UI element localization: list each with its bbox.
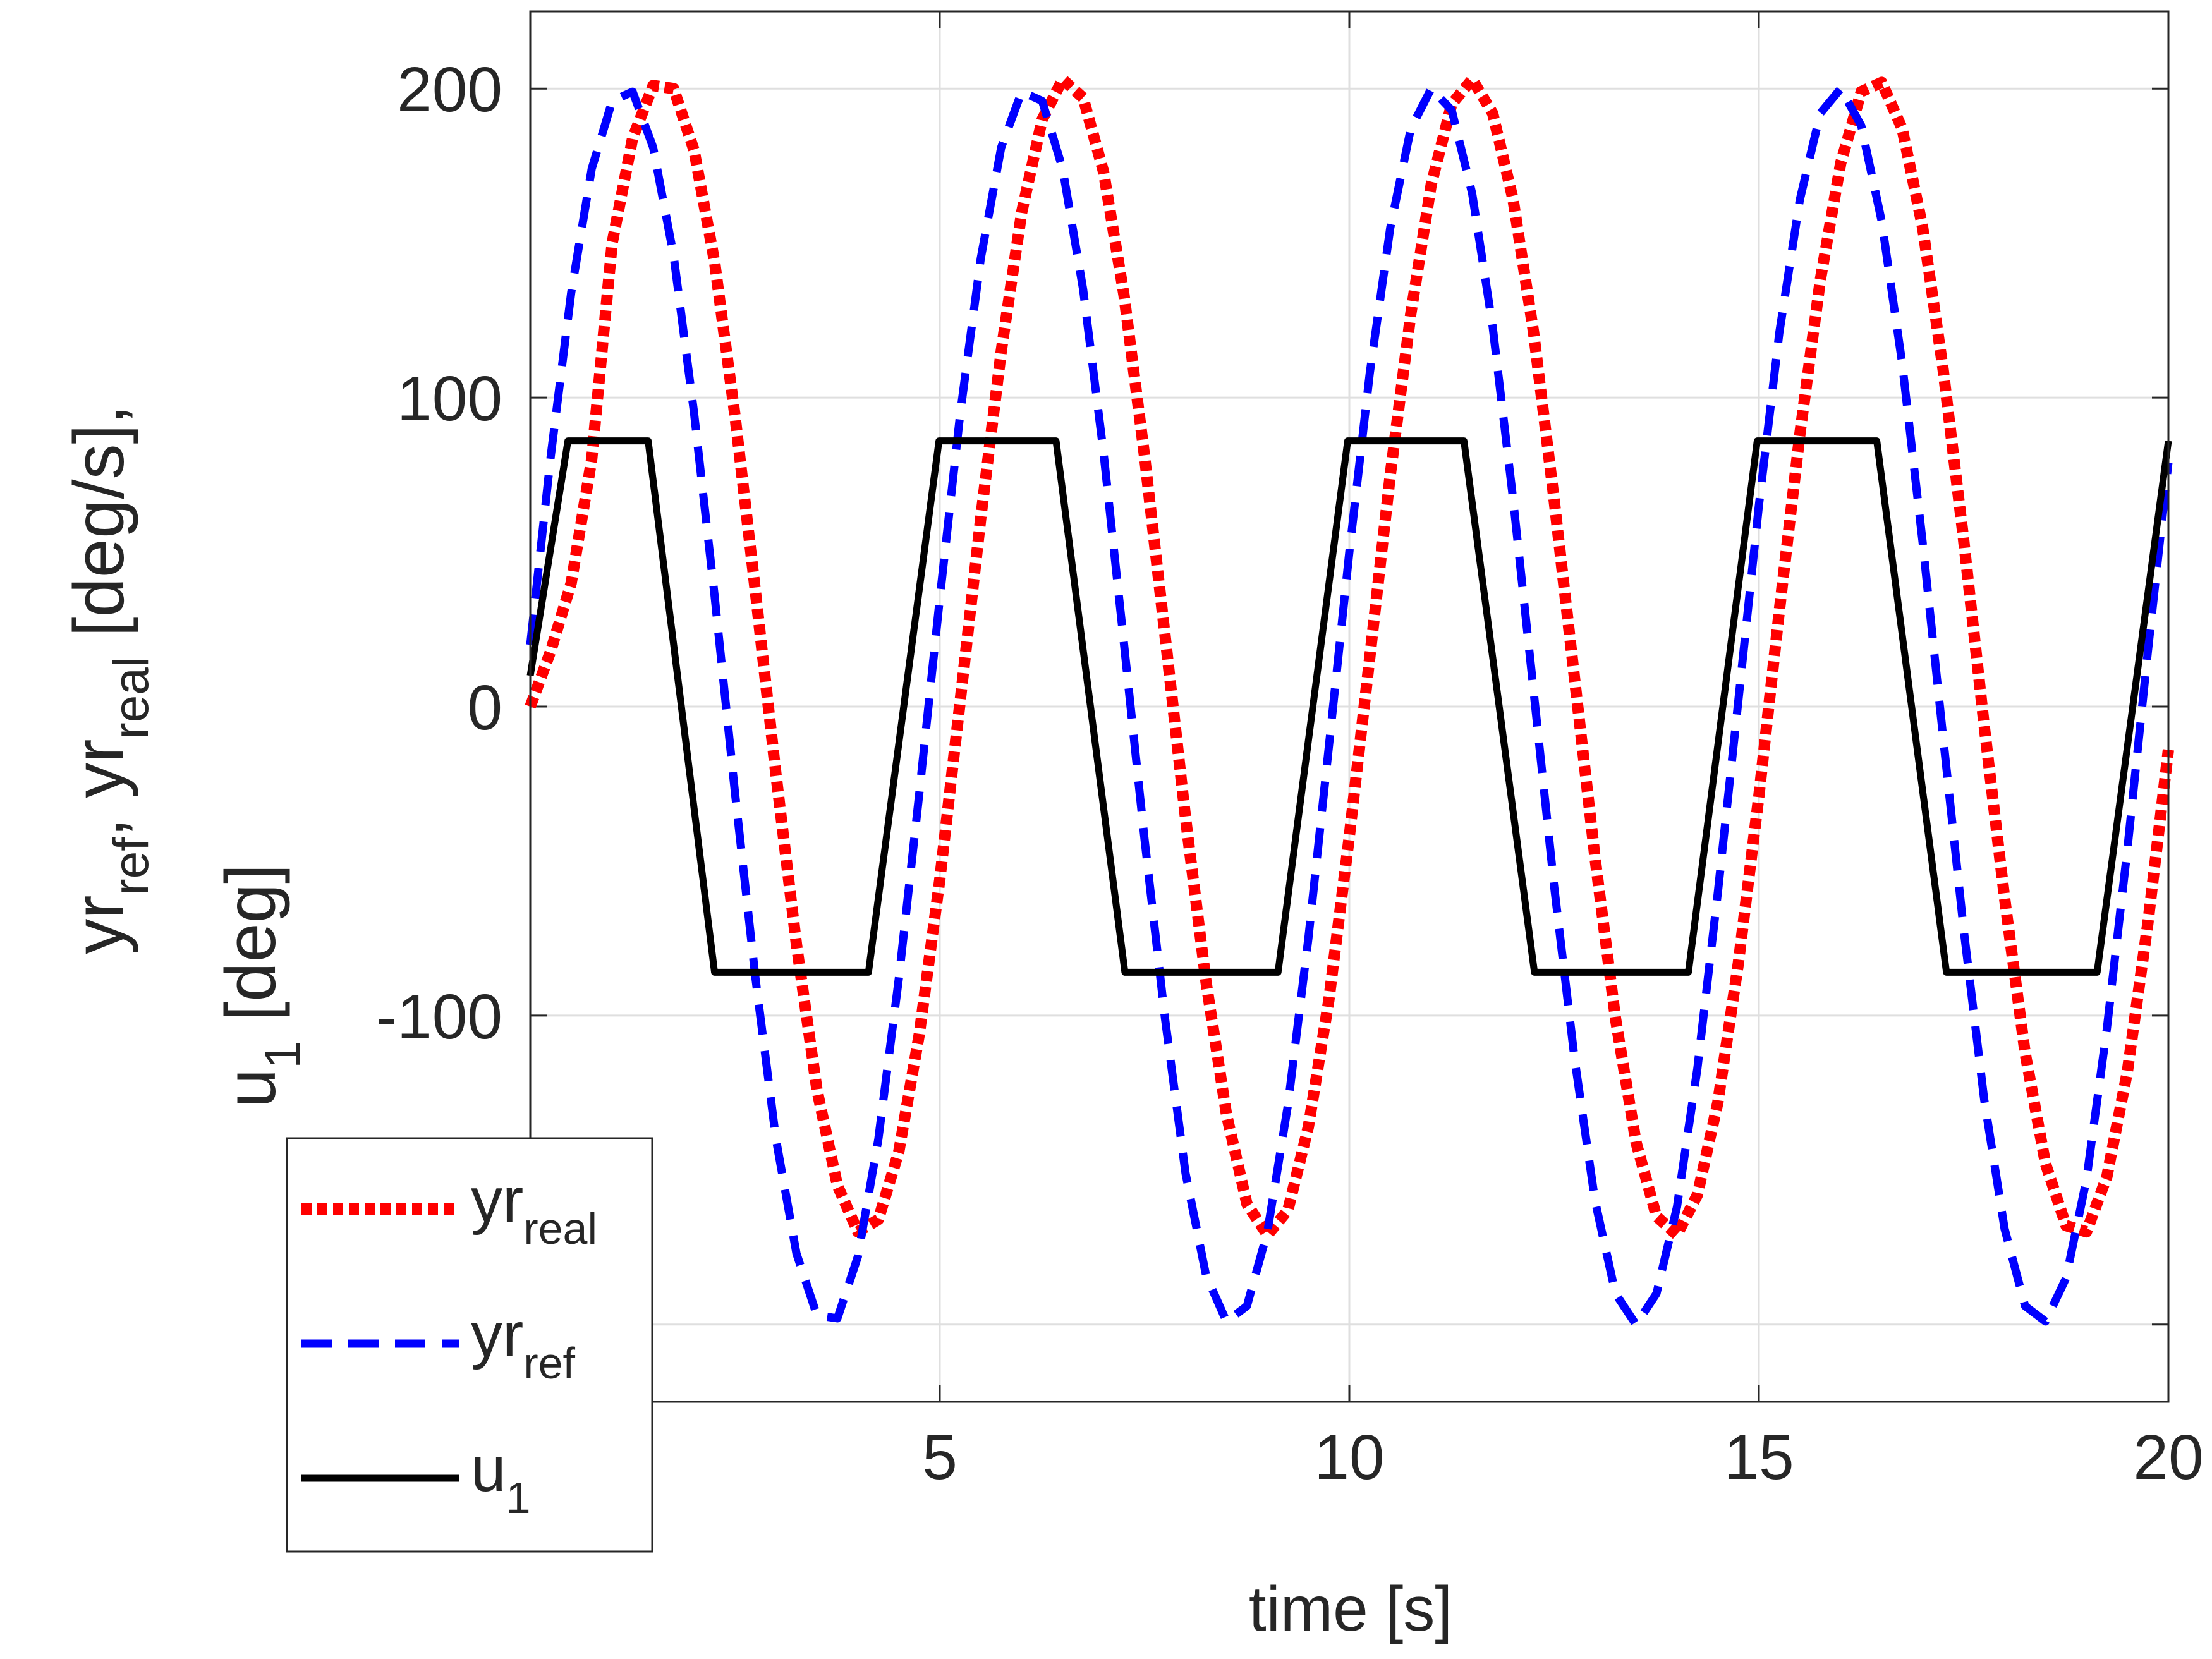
text-part: , yr [59,739,138,837]
legend-label: yrref [471,1299,576,1388]
x-tick-label: 15 [1723,1422,1794,1493]
text-part: u [211,1069,290,1108]
series-line [526,84,2173,1329]
text-part: yr [59,895,138,954]
series-line [525,73,2174,1241]
legend-label: yrreal [471,1165,597,1253]
subscript: 1 [255,1041,310,1069]
text-part: yr [471,1165,523,1236]
y-axis-label: yrref, yrreal [deg/s], [59,404,159,954]
y-tick-label: 0 [467,672,502,743]
subscript: 1 [506,1473,531,1522]
y-tick-label: 200 [397,54,502,125]
y-tick-label: 100 [397,363,502,434]
legend-label: u1 [471,1434,531,1522]
series-line [526,437,2172,976]
grid [529,11,2170,1402]
text-part: [deg] [211,864,290,1041]
y-axis-label: u1 [deg] [211,864,310,1108]
legend-box [286,1137,653,1553]
subscript: real [103,657,159,739]
text-part: [deg/s], [59,404,138,656]
subscript: ref [103,837,159,896]
text-part: u [471,1434,506,1505]
x-tick-label: 10 [1314,1422,1384,1493]
plot-lines [525,73,2174,1329]
x-tick-label: 5 [922,1422,957,1493]
x-axis-label: time [s] [1249,1574,1452,1644]
subscript: ref [523,1339,575,1388]
subscript: real [523,1204,597,1253]
y-tick-label: -100 [376,981,502,1052]
axes-box [529,10,2170,1403]
text-part: yr [471,1299,523,1370]
x-tick-label: 20 [2133,1422,2203,1493]
